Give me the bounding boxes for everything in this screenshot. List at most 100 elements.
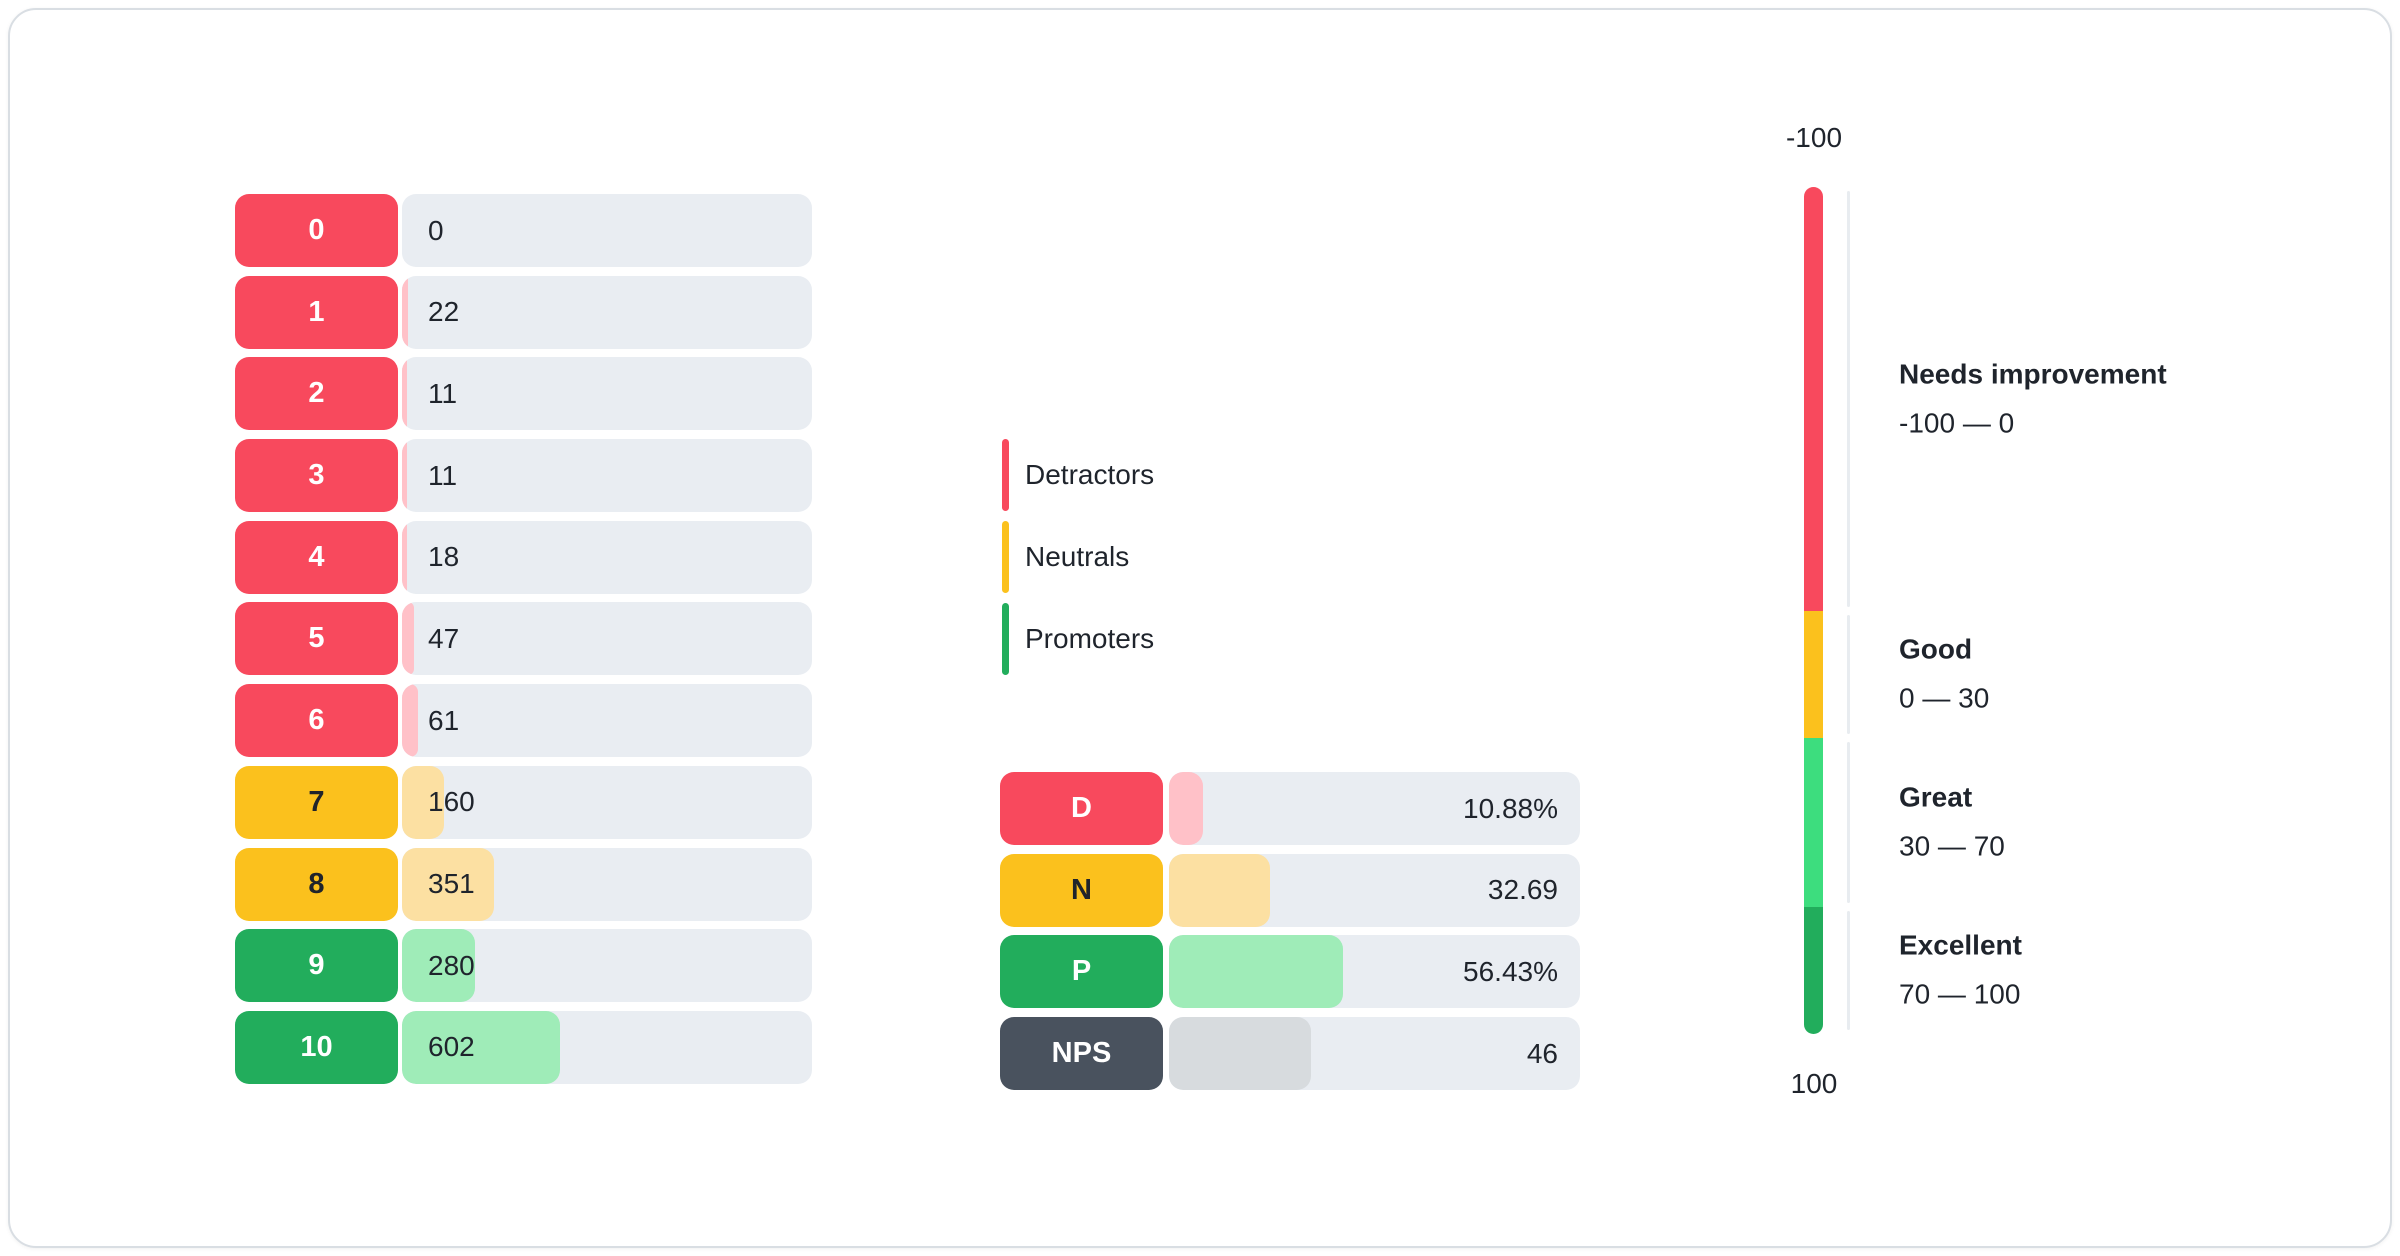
gauge-axis-tick-needs-improvement [1847,191,1850,607]
gauge-range-great: Great 30 — 70 [1899,780,2005,865]
summary-badge-nps: NPS [1000,1017,1163,1091]
score-row-7: 7 160 [235,765,812,839]
score-count-5: 47 [428,622,460,654]
summary-badge-d: D [1000,772,1163,845]
legend: Detractors Neutrals Promoters [1002,439,1154,675]
summary-value-d: 10.88% [1463,792,1558,824]
gauge-segment-needs-improvement [1804,187,1823,611]
score-bar-10 [402,1010,560,1084]
score-row-1: 1 22 [235,275,812,349]
legend-item-detractors: Detractors [1002,439,1154,511]
score-bar-6 [402,684,418,758]
gauge-range-good: Good 0 — 30 [1899,632,1989,717]
legend-label-promoters: Promoters [1025,623,1155,654]
gauge-axis-tick-good [1847,614,1850,734]
summary-value-nps: 46 [1526,1037,1558,1069]
score-row-2: 2 11 [235,357,812,431]
gauge-range-title: Excellent [1899,929,2022,961]
score-badge-0: 0 [235,194,398,267]
gauge-segment-great [1804,737,1823,907]
score-track-0: 0 [402,194,812,267]
summary-track-n: 32.69 [1169,853,1580,927]
nps-gauge-bar [1804,187,1823,1034]
score-badge-5: 5 [235,602,398,676]
score-bar-9 [402,929,476,1003]
score-count-6: 61 [428,704,460,736]
score-badge-2: 2 [235,357,398,431]
score-distribution-chart: 0 0 1 22 2 11 3 11 [235,194,812,1084]
score-bar-4 [402,520,407,594]
score-badge-9: 9 [235,929,398,1003]
score-badge-8: 8 [235,847,398,921]
score-badge-10: 10 [235,1010,398,1084]
score-row-10: 10 602 [235,1010,812,1084]
score-count-7: 160 [428,786,475,818]
summary-badge-p: P [1000,935,1163,1009]
gauge-range-values: 70 — 100 [1899,978,2021,1010]
summary-value-n: 32.69 [1487,874,1558,906]
summary-row-detractors: D 10.88% [1000,772,1580,845]
score-row-3: 3 11 [235,439,812,513]
gauge-max-label: 100 [1790,1068,1838,1099]
summary-track-p: 56.43% [1169,935,1580,1009]
score-row-5: 5 47 [235,602,812,676]
score-badge-3: 3 [235,439,398,513]
score-badge-4: 4 [235,520,398,594]
score-bar-1 [402,275,408,349]
neutrals-color-tick [1002,521,1009,593]
score-count-8: 351 [428,868,475,899]
gauge-axis-line [1847,187,1850,1034]
nps-widget-card: 0 0 1 22 2 11 3 11 [8,8,2392,1248]
score-track-8: 351 [402,847,812,921]
score-count-0: 0 [428,214,444,246]
summary-row-neutrals: N 32.69 [1000,853,1580,927]
score-count-10: 602 [428,1031,475,1063]
gauge-range-excellent: Excellent 70 — 100 [1899,928,2022,1013]
score-bar-2 [402,357,407,431]
summary-bar-d [1169,772,1203,845]
gauge-range-needs-improvement: Needs improvement -100 — 0 [1899,356,2167,441]
gauge-range-title: Needs improvement [1899,358,2167,390]
score-track-7: 160 [402,765,812,839]
score-row-0: 0 0 [235,194,812,267]
score-bar-7 [402,765,444,839]
score-track-3: 11 [402,439,812,513]
score-count-3: 11 [428,459,458,491]
legend-item-neutrals: Neutrals [1002,521,1154,593]
summary-badge-n: N [1000,853,1163,927]
score-track-6: 61 [402,684,812,758]
gauge-segment-excellent [1804,906,1823,1034]
score-track-5: 47 [402,602,812,676]
score-count-9: 280 [428,949,475,981]
summary-track-d: 10.88% [1169,772,1580,845]
summary-value-p: 56.43% [1463,955,1558,987]
gauge-min-label: -100 [1785,122,1843,153]
summary-bar-n [1169,853,1270,927]
score-count-1: 22 [428,296,460,328]
legend-item-promoters: Promoters [1002,603,1154,675]
gauge-range-values: 0 — 30 [1899,682,1990,714]
summary-row-promoters: P 56.43% [1000,935,1580,1009]
nps-summary-chart: D 10.88% N 32.69 P 56.43% NPS 46 [1000,772,1580,1091]
gauge-axis-tick-excellent [1847,910,1850,1030]
score-badge-6: 6 [235,684,398,758]
score-row-9: 9 280 [235,929,812,1003]
score-track-2: 11 [402,357,812,431]
score-count-4: 18 [428,541,460,573]
score-bar-3 [402,439,407,513]
gauge-range-values: -100 — 0 [1899,407,2015,439]
gauge-range-title: Great [1899,781,1973,813]
score-row-8: 8 351 [235,847,812,921]
gauge-segment-good [1804,610,1823,738]
promoters-color-tick [1002,603,1009,675]
legend-label-neutrals: Neutrals [1025,541,1130,572]
score-track-4: 18 [402,520,812,594]
legend-label-detractors: Detractors [1025,459,1155,490]
summary-bar-nps [1169,1017,1311,1091]
score-track-1: 22 [402,275,812,349]
score-track-10: 602 [402,1010,812,1084]
score-badge-1: 1 [235,275,398,349]
summary-bar-p [1169,935,1343,1009]
detractors-color-tick [1002,439,1009,511]
score-row-6: 6 61 [235,684,812,758]
